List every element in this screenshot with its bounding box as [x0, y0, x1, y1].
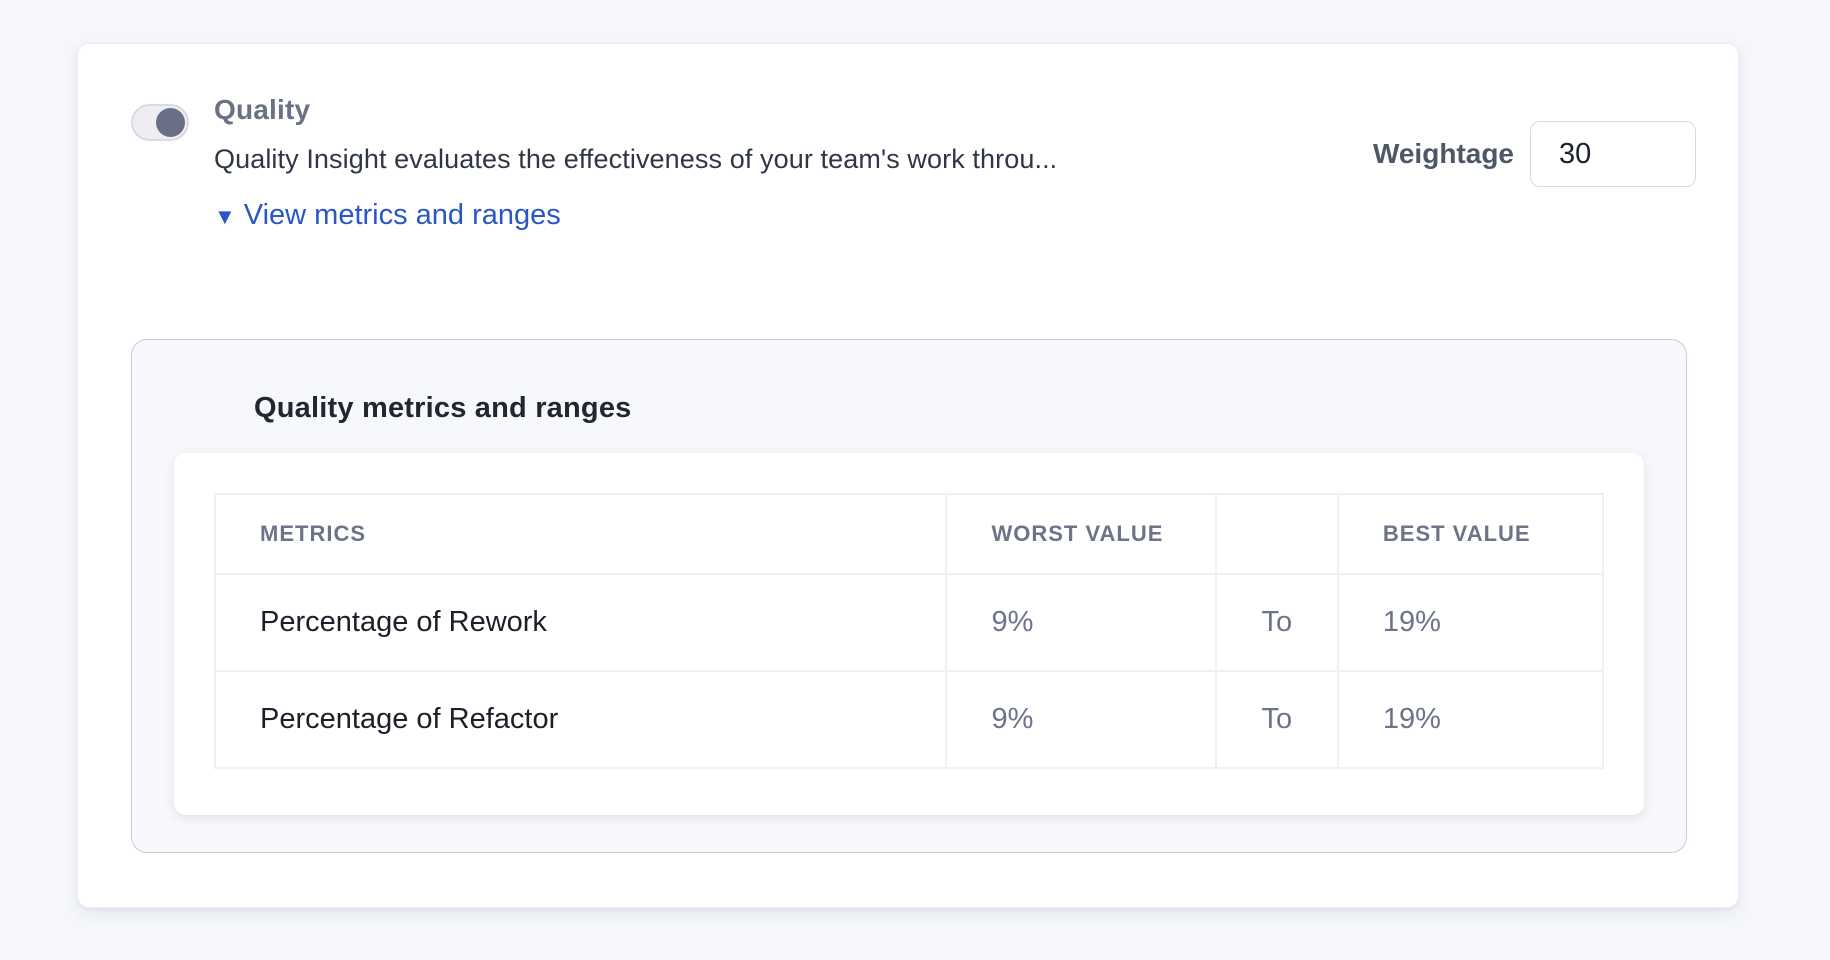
col-header-worst-value: WORST VALUE	[945, 493, 1217, 575]
view-metrics-link-label: View metrics and ranges	[243, 199, 561, 231]
metrics-panel-heading: Quality metrics and ranges	[254, 392, 632, 424]
col-header-metrics: METRICS	[213, 493, 948, 575]
table-header-row: METRICS WORST VALUE BEST VALUE	[213, 493, 1605, 575]
quality-header-content: Quality Quality Insight evaluates the ef…	[214, 94, 1738, 232]
table-row: Percentage of Rework 9% To 19%	[213, 573, 1605, 672]
metric-name-cell: Percentage of Refactor	[213, 670, 948, 769]
weightage-input[interactable]	[1530, 121, 1696, 187]
metrics-table-card: METRICS WORST VALUE BEST VALUE Percentag…	[174, 453, 1644, 815]
worst-value-cell: 9%	[945, 573, 1217, 672]
metric-name-cell: Percentage of Rework	[213, 573, 948, 672]
table-row: Percentage of Refactor 9% To 19%	[213, 670, 1605, 769]
metrics-table: METRICS WORST VALUE BEST VALUE Percentag…	[213, 493, 1605, 769]
triangle-down-icon: ▼	[214, 203, 236, 229]
weightage-group: Weightage	[1373, 121, 1696, 187]
range-connector-cell: To	[1214, 670, 1339, 769]
range-connector-cell: To	[1214, 573, 1339, 672]
col-header-best-value: BEST VALUE	[1336, 493, 1605, 575]
view-metrics-link[interactable]: ▼ View metrics and ranges	[214, 199, 561, 232]
metrics-panel: Quality metrics and ranges METRICS WORST…	[131, 339, 1687, 853]
best-value-cell: 19%	[1336, 670, 1605, 769]
quality-toggle[interactable]	[131, 104, 189, 141]
col-header-middle	[1214, 493, 1339, 575]
weightage-label: Weightage	[1372, 138, 1514, 169]
section-title: Quality	[214, 94, 311, 125]
quality-header: Quality Quality Insight evaluates the ef…	[78, 44, 1738, 232]
quality-insight-card: Quality Quality Insight evaluates the ef…	[77, 43, 1739, 908]
toggle-knob-icon	[156, 108, 185, 137]
section-description: Quality Insight evaluates the effectiven…	[214, 144, 1058, 174]
worst-value-cell: 9%	[945, 670, 1217, 769]
best-value-cell: 19%	[1336, 573, 1605, 672]
